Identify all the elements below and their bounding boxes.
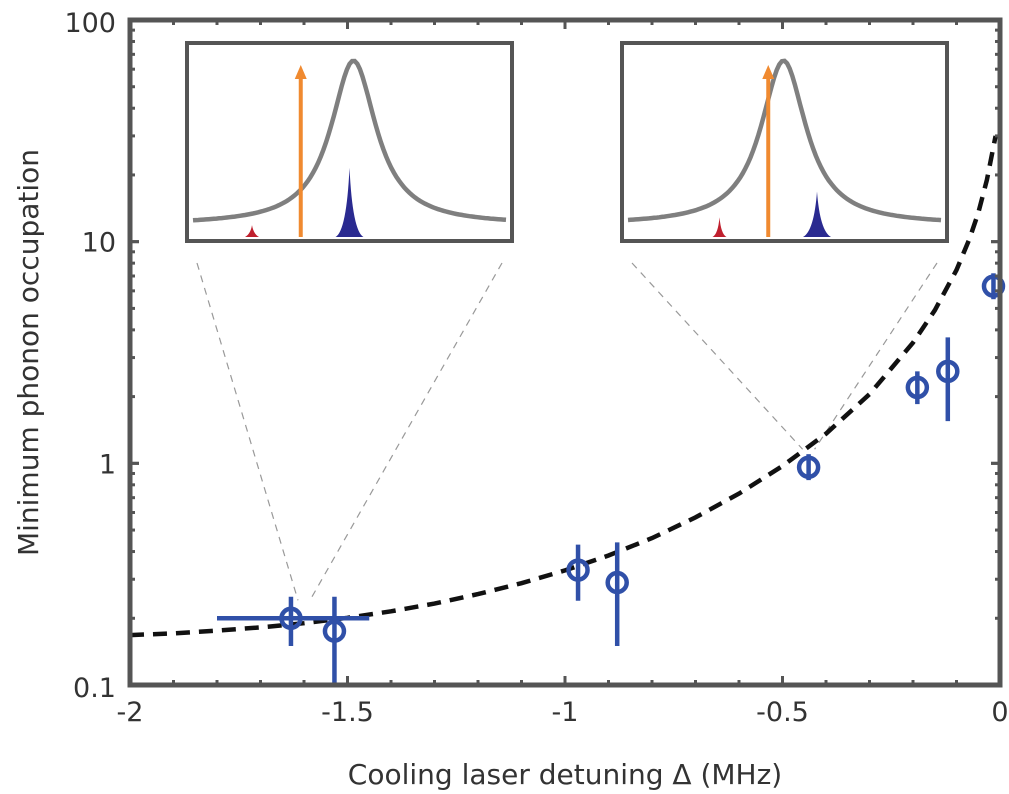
blue-sideband-peak <box>335 167 364 237</box>
x-tick-label: 0 <box>991 697 1008 728</box>
data-marker <box>605 570 629 595</box>
inset-connector-line <box>196 262 299 601</box>
data-marker <box>796 455 821 480</box>
data-point <box>322 596 347 685</box>
laser-arrow-head <box>762 65 775 79</box>
x-tick-label: -1 <box>552 697 579 728</box>
inset-upper-right <box>620 41 949 243</box>
insets-layer <box>185 41 949 243</box>
inset-upper-left <box>185 41 514 243</box>
axis-ticks <box>128 18 1002 687</box>
data-marker <box>981 274 1006 298</box>
laser-arrow-head <box>294 65 307 79</box>
data-marker <box>905 375 930 400</box>
y-axis-label: Minimum phonon occupation <box>12 149 45 556</box>
inset-connector-line <box>309 262 503 601</box>
x-tick-labels: -2 -1.5 -1 -0.5 0 <box>117 697 1009 728</box>
data-point <box>217 596 370 646</box>
data-point <box>566 544 590 601</box>
inset-connector-line <box>631 262 804 450</box>
y-tick-label: 100 <box>64 8 116 39</box>
data-marker <box>936 359 960 384</box>
inset-resonance-curve <box>627 58 942 223</box>
inset-connector-line <box>814 262 938 450</box>
red-sideband-peak <box>712 217 727 237</box>
data-marker <box>322 619 347 643</box>
data-point <box>981 273 1006 300</box>
y-tick-label: 10 <box>82 228 116 259</box>
data-point <box>605 542 629 646</box>
y-tick-labels: 0.1 1 10 100 <box>64 8 116 704</box>
y-tick-label: 0.1 <box>73 673 116 704</box>
red-sideband-peak <box>245 225 259 237</box>
inset-frame <box>620 41 949 243</box>
fit-curve <box>129 135 998 638</box>
data-point <box>905 371 930 405</box>
data-point <box>796 454 821 481</box>
data-points-layer <box>217 273 1006 685</box>
x-tick-label: -2 <box>117 697 144 728</box>
x-tick-label: -1.5 <box>321 697 374 728</box>
fit-curve-layer <box>129 135 998 638</box>
data-marker <box>279 606 303 631</box>
y-tick-label: 1 <box>99 449 116 480</box>
blue-sideband-peak <box>803 191 831 237</box>
inset-connector-lines <box>196 262 938 601</box>
x-tick-label: -0.5 <box>756 697 809 728</box>
data-marker <box>566 558 590 582</box>
data-point <box>936 337 960 422</box>
x-axis-label: Cooling laser detuning Δ (MHz) <box>348 758 782 791</box>
inset-resonance-curve <box>192 58 507 223</box>
